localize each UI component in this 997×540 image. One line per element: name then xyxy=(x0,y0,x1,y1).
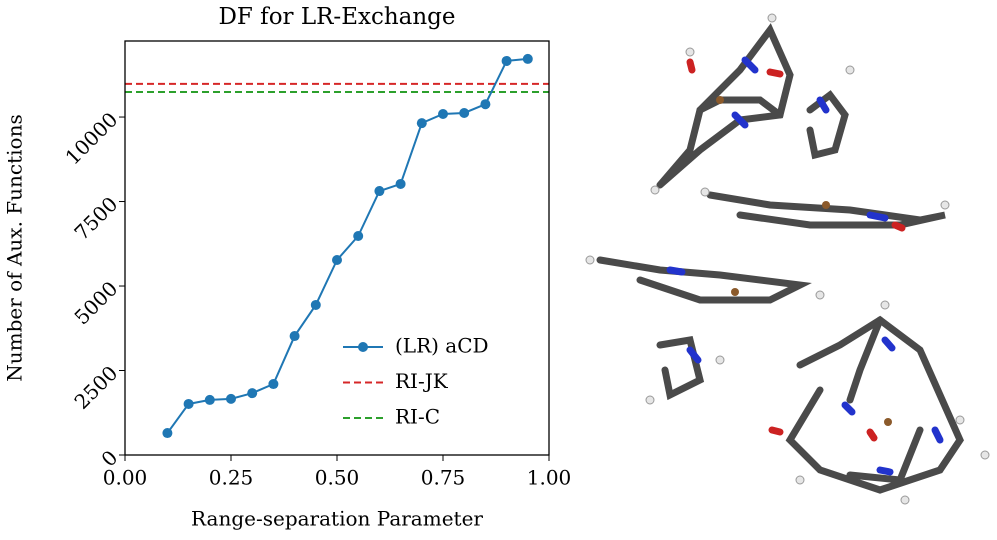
chart-title: DF for LR-Exchange xyxy=(218,4,455,30)
data-point xyxy=(416,118,427,129)
y-tick-label: 5000 xyxy=(69,276,122,329)
molecule-illustration xyxy=(585,13,990,505)
data-point xyxy=(395,178,406,189)
y-tick-label: 10000 xyxy=(60,107,122,169)
data-point xyxy=(459,107,470,118)
data-point xyxy=(310,299,321,310)
data-point xyxy=(204,394,215,405)
plot-area: 0.00 0.25 0.50 0.75 1.00025005000750010000(L… xyxy=(60,40,572,490)
legend-label: RI-JK xyxy=(395,369,449,393)
data-point xyxy=(353,231,364,242)
data-point xyxy=(332,254,342,265)
data-point xyxy=(438,108,448,119)
data-point xyxy=(374,186,385,197)
data-point xyxy=(501,55,512,66)
legend-marker xyxy=(358,342,368,352)
data-line xyxy=(166,57,528,434)
data-point xyxy=(183,398,194,409)
x-tick-label: 0.75 xyxy=(421,466,466,490)
data-point xyxy=(162,428,173,439)
data-point xyxy=(247,388,258,399)
x-tick-label: 0.50 xyxy=(315,466,360,490)
x-tick-label: 1.00 xyxy=(527,466,572,490)
x-tick-label: 0.00 xyxy=(103,466,148,490)
data-point xyxy=(289,331,300,342)
data-point xyxy=(522,53,533,64)
y-tick-label: 2500 xyxy=(69,361,122,414)
legend-label: RI-C xyxy=(395,405,440,429)
y-axis-label: Number of Aux. Functions xyxy=(3,114,27,381)
x-tick-label: 0.25 xyxy=(209,466,254,490)
data-point xyxy=(480,99,491,110)
data-point xyxy=(226,393,236,404)
data-point xyxy=(268,379,279,390)
axes-frame xyxy=(124,40,550,456)
x-axis-label: Range-separation Parameter xyxy=(191,507,483,531)
legend-label: (LR) aCD xyxy=(395,334,489,358)
y-tick-label: 7500 xyxy=(69,192,122,245)
